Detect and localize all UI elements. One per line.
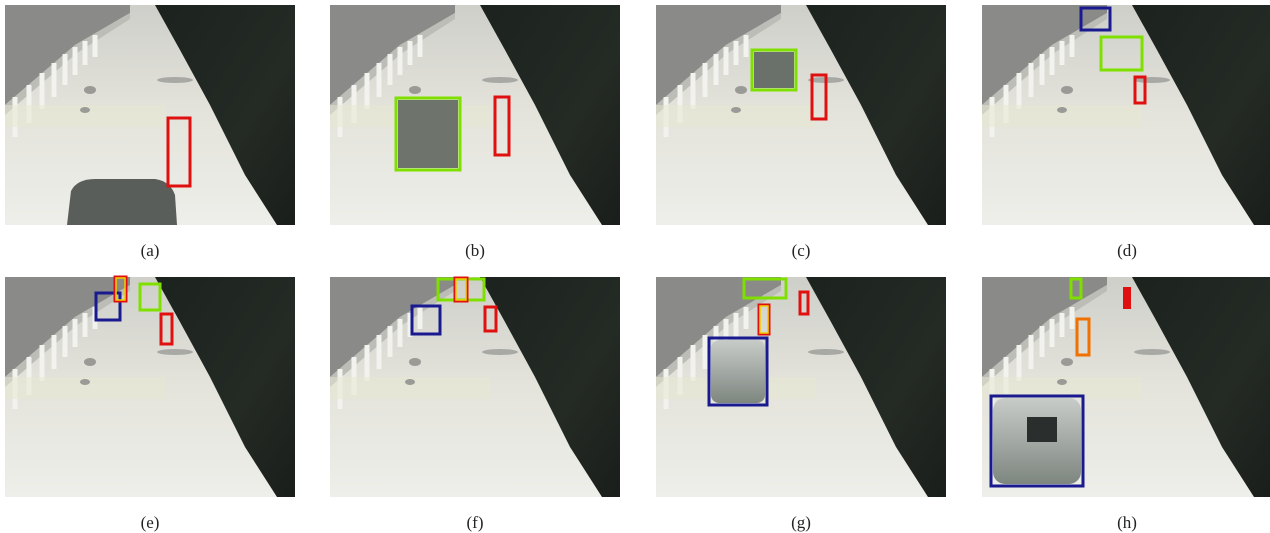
bounding-box: [166, 116, 192, 188]
bounding-box: [989, 394, 1085, 488]
panel-label: (g): [791, 513, 811, 532]
frame: [982, 277, 1270, 497]
van: [398, 100, 458, 168]
panel-label: (f): [467, 513, 484, 532]
frame: [330, 277, 620, 497]
windshield: [1027, 417, 1057, 442]
car: [711, 340, 765, 403]
box-outer: [757, 303, 771, 336]
marker: [1123, 287, 1131, 309]
scene: [330, 5, 620, 225]
box-outer: [453, 276, 469, 303]
bounding-box: [1069, 277, 1083, 300]
bounding-box: [1099, 35, 1144, 72]
bounding-box: [750, 48, 798, 92]
box-outer: [113, 275, 128, 303]
car: [67, 179, 177, 225]
frame: [5, 5, 295, 225]
panel-label: (c): [792, 241, 811, 260]
panel-label: (h): [1117, 513, 1137, 532]
scene: [330, 277, 620, 497]
bounding-box: [455, 278, 467, 301]
bounding-box: [94, 291, 122, 322]
frame: [656, 5, 946, 225]
scene: [656, 5, 946, 225]
bounding-box: [159, 312, 174, 346]
bounding-box: [759, 305, 769, 334]
bounding-box: [1075, 317, 1091, 357]
panel-label: (b): [465, 241, 485, 260]
bounding-box: [138, 282, 162, 312]
bounding-box: [493, 95, 511, 157]
bounding-box: [707, 336, 769, 407]
bounding-box: [1133, 75, 1147, 105]
frame: [656, 277, 946, 497]
bounding-box: [410, 304, 442, 336]
bounding-box: [742, 277, 788, 300]
panel-label: (e): [141, 513, 160, 532]
bounding-box: [810, 73, 828, 121]
van: [754, 52, 794, 88]
bounding-box: [394, 96, 462, 172]
bounding-box: [483, 305, 498, 333]
frame: [330, 5, 620, 225]
bounding-box: [798, 290, 810, 316]
bounding-box: [1079, 6, 1112, 32]
frame: [5, 277, 295, 497]
bounding-box: [115, 277, 126, 301]
panel-label: (d): [1117, 241, 1137, 260]
frame: [982, 5, 1270, 225]
panel-label: (a): [141, 241, 160, 260]
